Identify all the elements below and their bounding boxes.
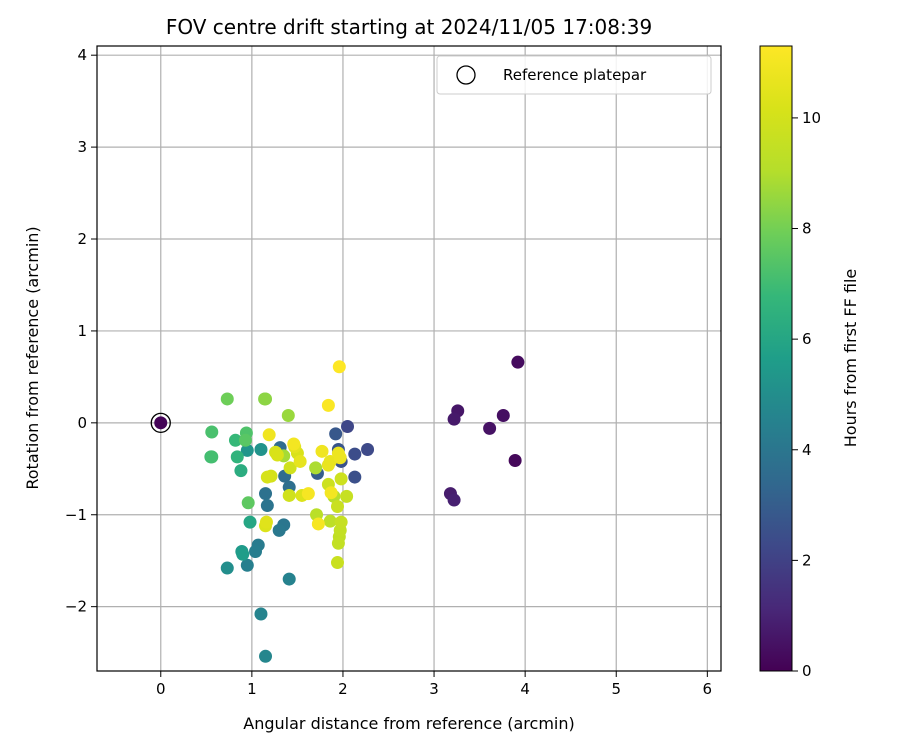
data-point: [230, 450, 244, 464]
data-point: [329, 427, 343, 441]
data-point: [259, 487, 273, 501]
data-point: [340, 489, 354, 503]
data-point: [205, 450, 219, 464]
data-point: [321, 398, 335, 412]
data-point: [241, 496, 255, 510]
data-point: [287, 437, 301, 451]
data-point: [228, 433, 242, 447]
x-tick-label: 3: [429, 680, 439, 698]
data-point: [483, 421, 497, 435]
data-point: [240, 558, 254, 572]
data-point: [234, 464, 248, 478]
plot-area-frame: [96, 45, 722, 672]
data-point: [259, 515, 273, 529]
y-tick-label: 1: [77, 322, 87, 340]
colorbar-label: Hours from first FF file: [841, 269, 860, 448]
data-point: [283, 461, 297, 475]
data-point: [330, 556, 344, 570]
data-point: [259, 649, 273, 663]
x-tick-label: 4: [520, 680, 530, 698]
data-point: [311, 517, 325, 531]
data-point: [243, 515, 257, 529]
data-point: [331, 446, 345, 460]
y-tick-label: 4: [77, 46, 87, 64]
y-axis-label: Rotation from reference (arcmin): [23, 226, 42, 489]
x-tick-label: 6: [703, 680, 713, 698]
data-point: [249, 545, 263, 559]
chart-title: FOV centre drift starting at 2024/11/05 …: [166, 15, 652, 39]
colorbar-gradient: [759, 45, 793, 672]
x-axis-label: Angular distance from reference (arcmin): [243, 714, 574, 733]
data-point: [334, 515, 348, 529]
y-tick-label: −2: [65, 598, 87, 616]
data-point: [309, 461, 323, 475]
data-point: [331, 536, 345, 550]
x-tick-label: 1: [247, 680, 257, 698]
data-point: [324, 486, 338, 500]
data-point: [220, 561, 234, 575]
data-point: [240, 443, 254, 457]
data-point: [205, 425, 219, 439]
x-axis-ticks: 0 1 2 3 4 5 6: [156, 671, 712, 698]
x-tick-label: 0: [156, 680, 166, 698]
grid-lines: [97, 46, 721, 671]
data-point: [508, 454, 522, 468]
colorbar-ticks: 0 2 4 6 8 10: [792, 109, 821, 680]
data-point: [361, 442, 375, 456]
data-point: [259, 392, 273, 406]
y-tick-label: 2: [77, 230, 87, 248]
colorbar-tick-label: 6: [802, 330, 812, 348]
data-point: [341, 420, 355, 434]
legend-entry-reference-platepar: Reference platepar: [503, 66, 647, 84]
reference-platepar-circle: [150, 412, 171, 433]
data-point: [220, 392, 234, 406]
data-point: [447, 412, 461, 426]
data-point: [260, 470, 274, 484]
data-point: [282, 572, 296, 586]
data-point: [236, 547, 250, 561]
y-tick-label: 0: [77, 414, 87, 432]
data-point: [254, 442, 268, 456]
colorbar-tick-label: 4: [802, 441, 812, 459]
legend: Reference platepar: [436, 55, 712, 95]
data-point: [272, 523, 286, 537]
data-point: [447, 493, 461, 507]
y-axis-ticks: −2 −1 0 1 2 3 4: [65, 46, 97, 616]
data-point: [334, 472, 348, 486]
data-point: [254, 607, 268, 621]
reference-platepar-marker: [150, 412, 171, 433]
data-point: [293, 454, 307, 468]
y-tick-label: −1: [65, 506, 87, 524]
data-point: [330, 499, 344, 513]
data-points: [154, 355, 525, 663]
data-point: [154, 416, 168, 430]
x-tick-label: 2: [338, 680, 348, 698]
data-point: [281, 408, 295, 422]
colorbar-tick-label: 0: [802, 662, 812, 680]
data-point: [315, 444, 329, 458]
legend-marker-icon: [456, 65, 476, 85]
data-point: [301, 487, 315, 501]
data-point: [348, 447, 362, 461]
legend-box: [436, 55, 712, 95]
data-point: [511, 355, 525, 369]
data-point: [323, 514, 337, 528]
data-point: [332, 360, 346, 374]
data-point: [496, 408, 510, 422]
data-point: [260, 499, 274, 513]
data-point: [282, 488, 296, 502]
y-tick-label: 3: [77, 138, 87, 156]
data-point: [321, 458, 335, 472]
colorbar: 0 2 4 6 8 10 Hours from first FF file: [759, 45, 860, 680]
colorbar-tick-label: 8: [802, 220, 812, 238]
x-tick-label: 5: [611, 680, 621, 698]
data-point: [348, 470, 362, 484]
data-point: [238, 433, 252, 447]
colorbar-tick-label: 2: [802, 551, 812, 569]
data-point: [270, 448, 284, 462]
data-point: [262, 428, 276, 442]
colorbar-tick-label: 10: [802, 109, 821, 127]
